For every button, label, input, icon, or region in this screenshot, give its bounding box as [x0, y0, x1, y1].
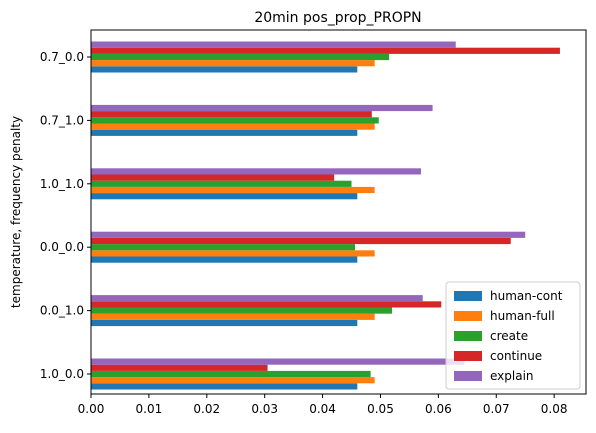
x-tick-label: 0.05 [367, 402, 394, 416]
x-tick-label: 0.02 [193, 402, 220, 416]
bar-human-full-0.0_1.0 [91, 313, 375, 320]
legend-swatch-human-cont [454, 291, 482, 301]
bars-group [91, 41, 560, 390]
y-tick-label: 0.7_1.0 [40, 113, 84, 127]
y-tick-label: 1.0_0.0 [40, 367, 84, 381]
plot-frame [90, 29, 587, 395]
legend-label-continue: continue [490, 349, 542, 363]
x-tick-label: 0.03 [251, 402, 278, 416]
bar-create-1.0_1.0 [91, 180, 352, 187]
bar-explain-0.0_1.0 [91, 295, 423, 302]
bar-explain-1.0_0.0 [91, 358, 465, 365]
bar-create-0.7_0.0 [91, 53, 390, 61]
bar-create-1.0_0.0 [91, 370, 371, 378]
bar-create-0.0_0.0 [91, 244, 355, 251]
y-tick-label: 1.0_1.0 [40, 177, 84, 191]
bar-continue-0.7_0.0 [91, 47, 560, 54]
bar-human-full-0.7_1.0 [91, 123, 375, 130]
x-tick-label: 0.01 [136, 402, 163, 416]
bar-continue-0.0_1.0 [91, 301, 442, 308]
legend-label-human-full: human-full [490, 309, 555, 323]
bar-create-0.7_1.0 [91, 117, 379, 124]
bar-human-cont-1.0_1.0 [91, 193, 358, 200]
bar-continue-0.0_0.0 [91, 237, 511, 245]
legend: human-cont human-full create continue explai… [445, 281, 581, 390]
chart-title: 20min pos_prop_PROPN [254, 10, 421, 26]
bar-explain-0.7_1.0 [91, 104, 433, 112]
x-tick-label: 0.07 [483, 402, 510, 416]
y-tick-label: 0.7_0.0 [40, 50, 84, 64]
bar-human-cont-0.0_1.0 [91, 319, 358, 327]
bar-continue-1.0_0.0 [91, 364, 268, 371]
x-tick-label: 0.06 [425, 402, 452, 416]
bar-human-cont-1.0_0.0 [91, 383, 358, 390]
bar-create-0.0_1.0 [91, 307, 393, 314]
bar-human-cont-0.7_1.0 [91, 129, 358, 136]
legend-swatch-continue [454, 351, 482, 361]
x-tick-label: 0.04 [309, 402, 336, 416]
bar-human-full-1.0_0.0 [91, 377, 375, 384]
x-tick-label: 0.00 [78, 402, 105, 416]
bar-human-full-0.0_0.0 [91, 250, 375, 257]
bar-explain-0.7_0.0 [91, 41, 456, 48]
y-axis: 1.0_0.0 0.0_1.0 0.0_0.0 1.0_1.0 0.7_1.0 0.7_0… [40, 50, 91, 381]
x-axis: 0.00 0.01 0.02 0.03 0.04 0.05 0.06 0.07 0.08 [78, 394, 568, 416]
legend-label-explain: explain [490, 369, 534, 383]
x-tick-label: 0.08 [541, 402, 568, 416]
legend-label-human-cont: human-cont [490, 289, 563, 303]
bar-continue-0.7_1.0 [91, 111, 372, 118]
bar-human-cont-0.0_0.0 [91, 256, 358, 263]
bar-human-cont-0.7_0.0 [91, 66, 358, 73]
legend-box [445, 281, 581, 390]
y-tick-label: 0.0_1.0 [40, 304, 84, 318]
bar-continue-1.0_1.0 [91, 174, 335, 181]
legend-label-create: create [490, 329, 528, 343]
y-axis-label: temperature, frequency penalty [9, 116, 23, 308]
bar-human-full-0.7_0.0 [91, 60, 375, 67]
legend-swatch-human-full [454, 311, 482, 321]
bar-explain-0.0_0.0 [91, 231, 526, 238]
legend-swatch-explain [454, 371, 482, 381]
y-tick-label: 0.0_0.0 [40, 240, 84, 254]
legend-swatch-create [454, 331, 482, 341]
bar-human-full-1.0_1.0 [91, 186, 375, 194]
bar-explain-1.0_1.0 [91, 168, 421, 175]
